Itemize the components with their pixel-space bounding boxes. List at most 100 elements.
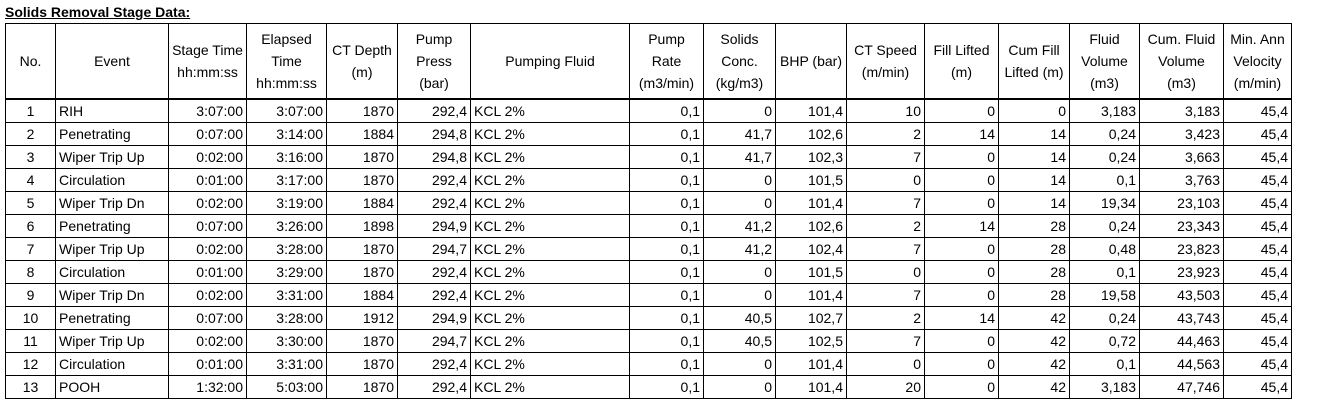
- cell-pump-rate: 0,1: [629, 306, 704, 330]
- column-header-elapsed-time: Elapsed Time hh:mm:ss: [246, 23, 327, 100]
- cell-event: Penetrating: [55, 122, 169, 146]
- cell-ct-speed: 2: [846, 122, 925, 146]
- cell-cum-fill-lifted: 42: [998, 329, 1070, 353]
- cell-no: 2: [5, 122, 56, 146]
- cell-event: POOH: [55, 375, 169, 399]
- cell-event: Wiper Trip Dn: [55, 191, 169, 215]
- cell-min-ann-velocity: 45,4: [1223, 214, 1292, 238]
- column-header-event: Event: [55, 23, 169, 100]
- cell-no: 3: [5, 145, 56, 169]
- cell-fill-lifted: 0: [924, 168, 999, 192]
- cell-ct-speed: 7: [846, 145, 925, 169]
- cell-no: 7: [5, 237, 56, 261]
- cell-ct-speed: 0: [846, 168, 925, 192]
- cell-event: Circulation: [55, 168, 169, 192]
- cell-ct-speed: 7: [846, 329, 925, 353]
- cell-bhp: 101,4: [775, 283, 847, 307]
- cell-cum-fill-lifted: 42: [998, 352, 1070, 376]
- cell-cum-fill-lifted: 14: [998, 145, 1070, 169]
- cell-cum-fill-lifted: 28: [998, 283, 1070, 307]
- cell-ct-depth: 1870: [326, 145, 398, 169]
- cell-cum-fill-lifted: 42: [998, 306, 1070, 330]
- cell-solids-conc: 40,5: [703, 306, 776, 330]
- cell-solids-conc: 40,5: [703, 329, 776, 353]
- cell-ct-depth: 1884: [326, 191, 398, 215]
- cell-elapsed-time: 3:26:00: [246, 214, 327, 238]
- cell-no: 11: [5, 329, 56, 353]
- cell-event: Circulation: [55, 352, 169, 376]
- page-title: Solids Removal Stage Data:: [5, 4, 191, 20]
- cell-elapsed-time: 3:28:00: [246, 237, 327, 261]
- cell-pumping-fluid: KCL 2%: [470, 168, 630, 192]
- cell-no: 1: [5, 98, 56, 123]
- table-row: 7 Wiper Trip Up 0:02:00 3:28:00 1870 294,7 KCL…: [5, 237, 1292, 261]
- table-row: 11 Wiper Trip Up 0:02:00 3:30:00 1870 294,7 KC…: [5, 329, 1292, 353]
- cell-pump-press: 294,9: [397, 306, 471, 330]
- cell-pumping-fluid: KCL 2%: [470, 306, 630, 330]
- cell-pump-press: 292,4: [397, 375, 471, 399]
- cell-cum-fluid-volume: 3,763: [1139, 168, 1224, 192]
- column-header-pump-rate: Pump Rate (m3/min): [629, 23, 704, 100]
- cell-pumping-fluid: KCL 2%: [470, 260, 630, 284]
- cell-fluid-volume: 0,1: [1069, 260, 1140, 284]
- cell-solids-conc: 41,2: [703, 214, 776, 238]
- cell-stage-time: 0:02:00: [168, 145, 247, 169]
- cell-pump-press: 294,9: [397, 214, 471, 238]
- cell-pumping-fluid: KCL 2%: [470, 122, 630, 146]
- cell-fluid-volume: 0,24: [1069, 214, 1140, 238]
- cell-bhp: 102,5: [775, 329, 847, 353]
- cell-pump-press: 294,8: [397, 122, 471, 146]
- cell-elapsed-time: 3:17:00: [246, 168, 327, 192]
- column-header-pump-press: Pump Press (bar): [397, 23, 471, 100]
- table-row: 3 Wiper Trip Up 0:02:00 3:16:00 1870 294,8 KCL…: [5, 145, 1292, 169]
- cell-ct-speed: 7: [846, 237, 925, 261]
- cell-fluid-volume: 0,24: [1069, 306, 1140, 330]
- cell-cum-fluid-volume: 43,503: [1139, 283, 1224, 307]
- cell-ct-depth: 1898: [326, 214, 398, 238]
- column-header-bhp: BHP (bar): [775, 23, 847, 100]
- cell-pumping-fluid: KCL 2%: [470, 191, 630, 215]
- cell-solids-conc: 0: [703, 260, 776, 284]
- table-row: 8 Circulation 0:01:00 3:29:00 1870 292,4 KCL 2…: [5, 260, 1292, 284]
- cell-ct-depth: 1870: [326, 260, 398, 284]
- cell-cum-fluid-volume: 23,343: [1139, 214, 1224, 238]
- cell-elapsed-time: 3:29:00: [246, 260, 327, 284]
- cell-no: 8: [5, 260, 56, 284]
- cell-event: Penetrating: [55, 214, 169, 238]
- column-header-cum-fill-lifted: Cum Fill Lifted (m): [998, 23, 1070, 100]
- table-row: 10 Penetrating 0:07:00 3:28:00 1912 294,9 KCL …: [5, 306, 1292, 330]
- cell-ct-depth: 1870: [326, 237, 398, 261]
- cell-pump-rate: 0,1: [629, 98, 704, 123]
- cell-pump-press: 294,7: [397, 329, 471, 353]
- cell-fluid-volume: 3,183: [1069, 98, 1140, 123]
- cell-ct-depth: 1884: [326, 122, 398, 146]
- cell-ct-speed: 7: [846, 191, 925, 215]
- cell-pumping-fluid: KCL 2%: [470, 145, 630, 169]
- cell-bhp: 101,5: [775, 260, 847, 284]
- cell-pumping-fluid: KCL 2%: [470, 214, 630, 238]
- cell-ct-speed: 2: [846, 306, 925, 330]
- column-header-fluid-volume: Fluid Volume (m3): [1069, 23, 1140, 100]
- cell-pump-rate: 0,1: [629, 191, 704, 215]
- table-row: 2 Penetrating 0:07:00 3:14:00 1884 294,8 KCL 2…: [5, 122, 1292, 146]
- cell-fill-lifted: 0: [924, 191, 999, 215]
- cell-cum-fluid-volume: 3,663: [1139, 145, 1224, 169]
- cell-pumping-fluid: KCL 2%: [470, 283, 630, 307]
- cell-stage-time: 0:01:00: [168, 168, 247, 192]
- cell-cum-fill-lifted: 14: [998, 191, 1070, 215]
- cell-cum-fluid-volume: 23,823: [1139, 237, 1224, 261]
- cell-solids-conc: 41,7: [703, 122, 776, 146]
- column-header-pumping-fluid: Pumping Fluid: [470, 23, 630, 100]
- cell-pumping-fluid: KCL 2%: [470, 237, 630, 261]
- cell-stage-time: 1:32:00: [168, 375, 247, 399]
- column-header-ct-depth: CT Depth (m): [326, 23, 398, 100]
- cell-fill-lifted: 0: [924, 329, 999, 353]
- cell-pump-rate: 0,1: [629, 283, 704, 307]
- cell-ct-depth: 1884: [326, 283, 398, 307]
- cell-solids-conc: 0: [703, 168, 776, 192]
- cell-event: Circulation: [55, 260, 169, 284]
- cell-no: 4: [5, 168, 56, 192]
- cell-fluid-volume: 0,48: [1069, 237, 1140, 261]
- cell-fluid-volume: 0,24: [1069, 145, 1140, 169]
- cell-pumping-fluid: KCL 2%: [470, 375, 630, 399]
